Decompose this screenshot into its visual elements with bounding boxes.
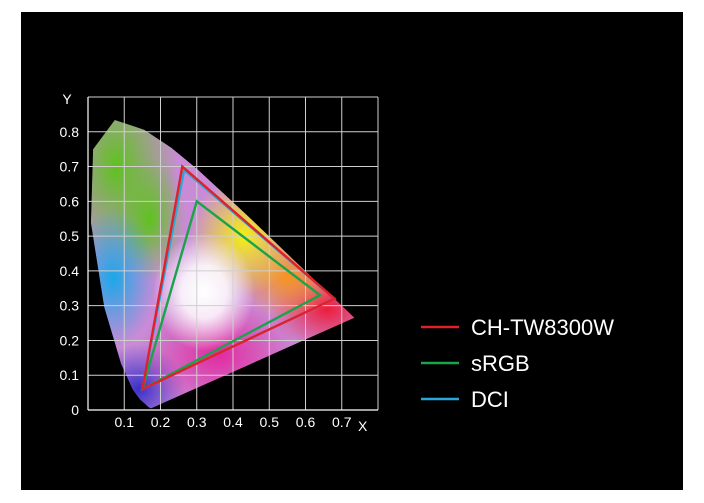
x-tick-label: 0.5 [260, 414, 280, 430]
chart-legend: CH-TW8300W sRGB DCI [421, 315, 614, 412]
x-tick-label: 0.4 [223, 414, 243, 430]
y-tick-label: 0.8 [60, 124, 80, 140]
y-tick-label: 0.1 [60, 367, 80, 383]
legend-label: CH-TW8300W [471, 315, 614, 340]
x-tick-label: 0.6 [296, 414, 316, 430]
y-tick-label: 0.3 [60, 298, 80, 314]
x-tick-label: 0.2 [151, 414, 171, 430]
y-tick-label: 0.5 [60, 228, 80, 244]
chart-axes: 0.1 0.2 0.3 0.4 0.5 0.6 0.7 0 0.1 0.2 0.3 0.4 0.5 0.6… [60, 91, 378, 434]
chart-grid [87, 96, 379, 411]
gamut-triangle-ch-tw8300w [140, 164, 337, 392]
y-tick-label: 0.4 [60, 263, 80, 279]
gamut-triangle-srgb [140, 199, 323, 392]
x-axis-label: X [358, 418, 368, 434]
y-tick-label: 0.6 [60, 193, 80, 209]
y-tick-label: 0.7 [60, 159, 80, 175]
y-tick-label: 0 [71, 402, 79, 418]
legend-label: DCI [471, 387, 509, 412]
legend-label: sRGB [471, 351, 530, 376]
y-tick-label: 0.2 [60, 332, 80, 348]
x-tick-label: 0.7 [332, 414, 352, 430]
x-tick-label: 0.1 [115, 414, 135, 430]
x-tick-label: 0.3 [187, 414, 207, 430]
gamut-triangles [140, 164, 337, 392]
spectral-locus-gamut [90, 120, 355, 409]
y-axis-label: Y [62, 91, 72, 107]
